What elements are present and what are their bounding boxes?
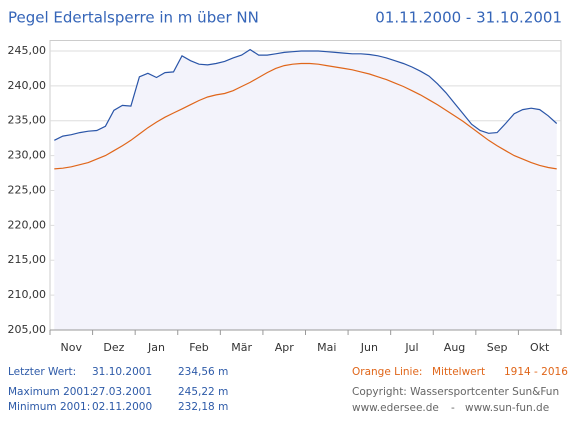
y-tick-label: 220,00 <box>8 218 47 231</box>
legend-text: Mittelwert <box>432 366 485 378</box>
link: www.sun-fun.de <box>465 402 549 414</box>
footer-date: 02.11.2000 <box>92 401 152 413</box>
y-tick-label: 215,00 <box>8 253 47 266</box>
footer-value: 232,18 m <box>178 401 228 413</box>
chart-title: Pegel Edertalsperre in m über NN <box>8 9 259 27</box>
x-tick-label: Nov <box>61 341 83 354</box>
line <box>54 48 558 141</box>
footer-label: Maximum 2001: <box>8 386 93 398</box>
copyright: Copyright: Wassersportcenter Sun&Fun <box>352 386 559 398</box>
footer: Letzter Wert: 31.10.2001 234,56 m Maximu… <box>8 366 568 414</box>
footer-value: 245,22 m <box>178 386 228 398</box>
y-tick-label: 210,00 <box>8 288 47 301</box>
legend-years: 1914 - 2016 <box>504 366 568 378</box>
x-tick-label: Jan <box>147 341 165 354</box>
x-tick-label: Okt <box>530 341 550 354</box>
legend-label: Orange Linie: <box>352 366 422 378</box>
footer-label: Minimum 2001: <box>8 401 90 413</box>
plot: 205,00 210,00 215,00 220,00 225,00 230,00 235,… <box>8 40 562 354</box>
x-tick-label: Jul <box>404 341 418 354</box>
x-tick-label: Mai <box>317 341 336 354</box>
line <box>54 62 557 170</box>
y-tick-label: 235,00 <box>8 114 47 127</box>
x-tick-label: Apr <box>275 341 295 354</box>
y-tick-label: 225,00 <box>8 183 47 196</box>
x-tick-label: Dez <box>103 341 124 354</box>
footer-date: 31.10.2001 <box>92 366 152 378</box>
x-tick-label: Jun <box>360 341 378 354</box>
x-tick-label: Mär <box>231 341 252 354</box>
x-tick-label: Aug <box>444 341 465 354</box>
date-range: 01.11.2000 - 31.10.2001 <box>375 9 562 27</box>
y-tick-label: 240,00 <box>8 79 47 92</box>
y-tick-label: 205,00 <box>8 323 47 336</box>
y-tick-label: 245,00 <box>8 44 47 57</box>
separator: - <box>451 402 455 414</box>
x-tick-label: Feb <box>189 341 208 354</box>
footer-label: Letzter Wert: <box>8 366 76 378</box>
footer-value: 234,56 m <box>178 366 228 378</box>
y-tick-label: 230,00 <box>8 149 47 162</box>
area <box>54 49 557 330</box>
link: www.edersee.de <box>352 402 439 414</box>
footer-date: 27.03.2001 <box>92 386 152 398</box>
x-tick-label: Sep <box>487 341 508 354</box>
